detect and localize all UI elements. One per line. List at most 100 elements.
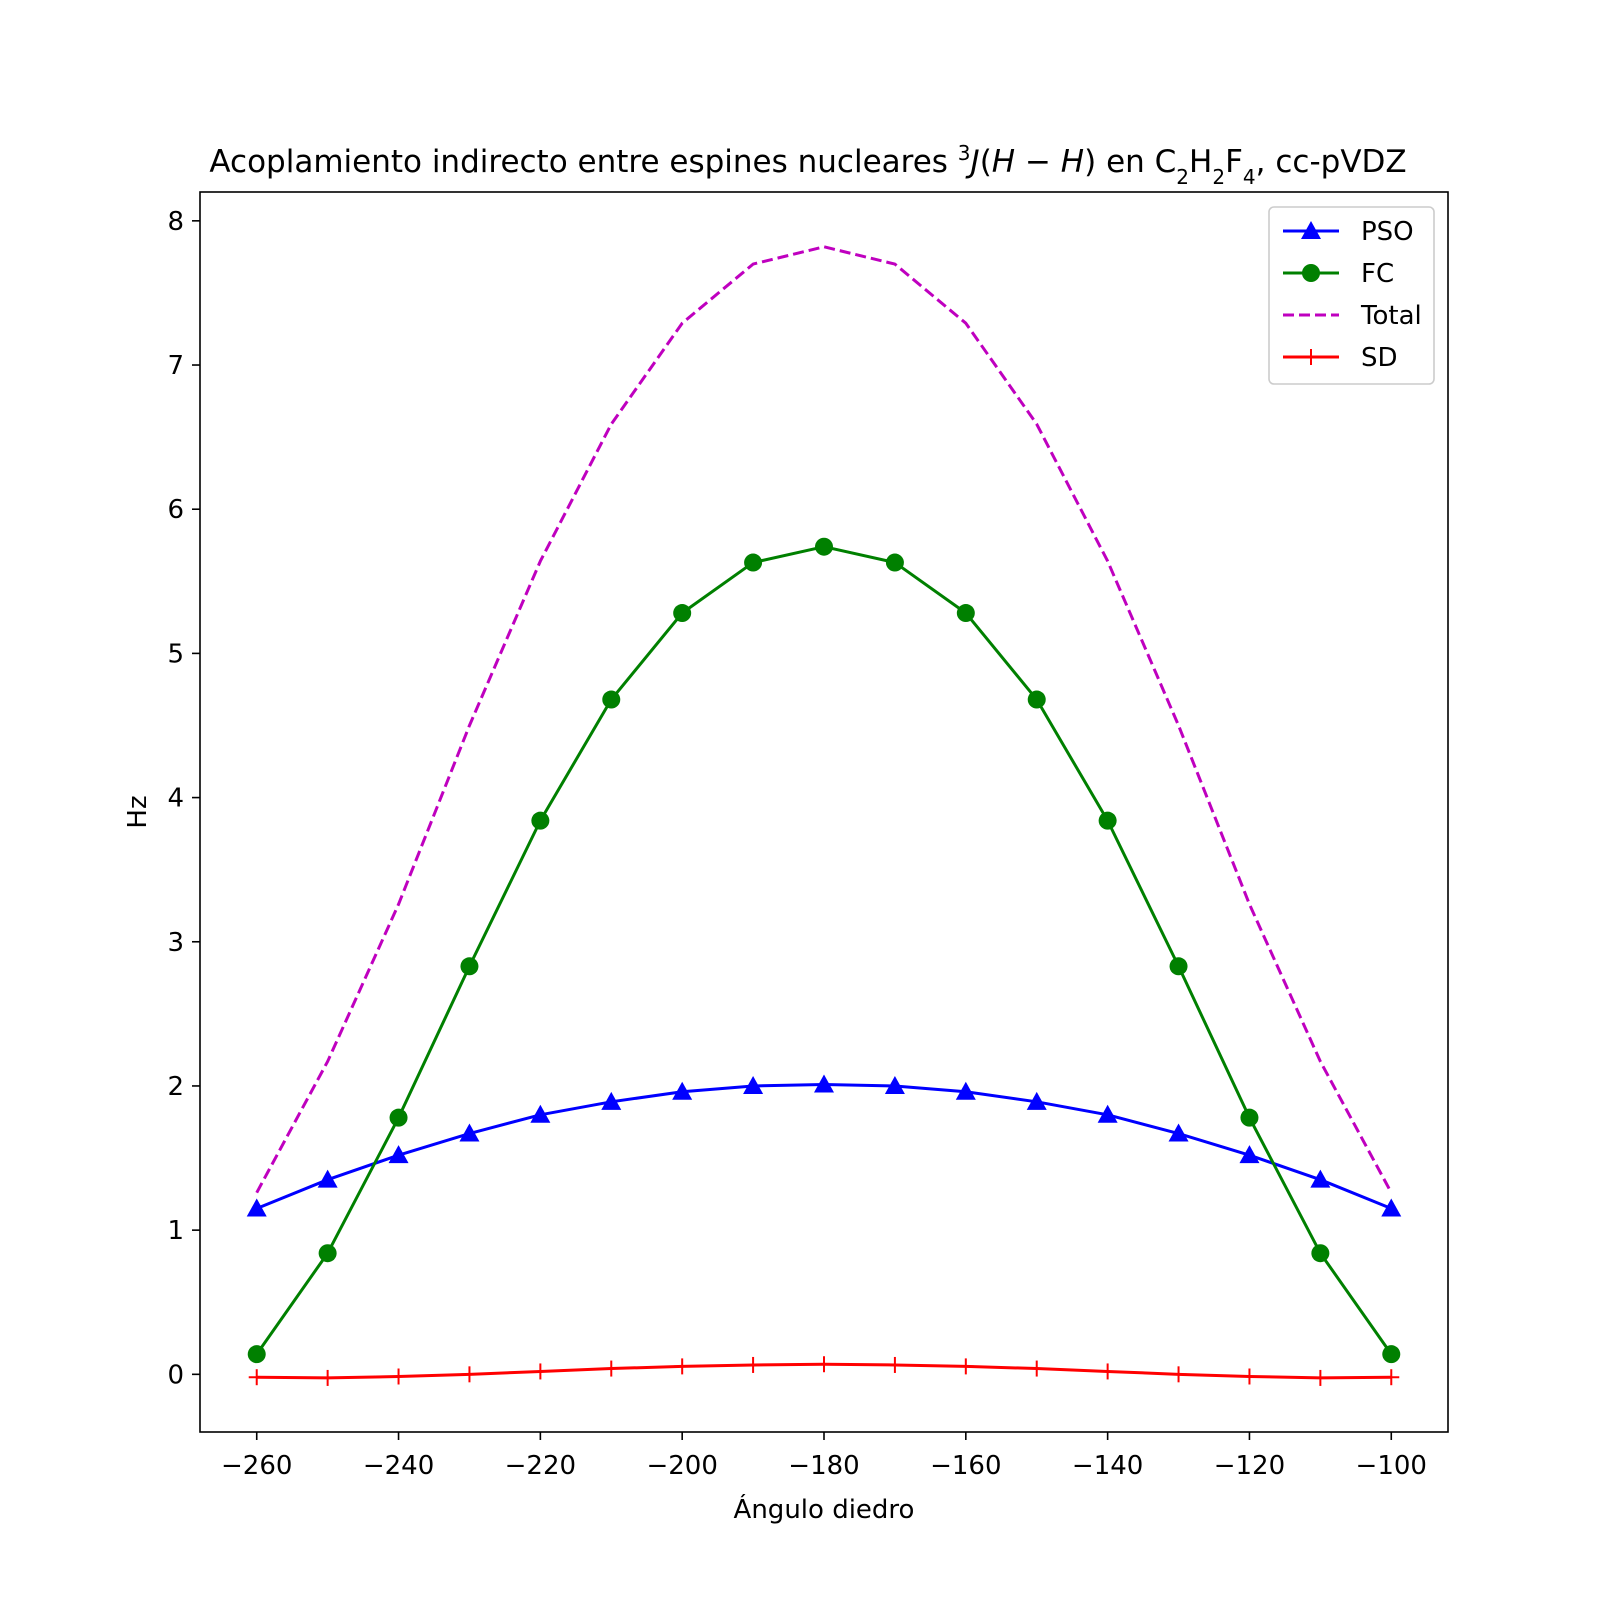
- series-total: [255, 245, 1393, 1194]
- legend-label-total: Total: [1360, 301, 1422, 331]
- title-suffix: , cc-pVDZ: [1256, 144, 1407, 180]
- y-tick-label: 4: [167, 784, 184, 814]
- series-pso: [246, 1074, 1402, 1217]
- point-fc: [1169, 957, 1188, 976]
- point-fc: [247, 1345, 266, 1364]
- point-fc: [956, 604, 975, 623]
- series-sd: [248, 1356, 1400, 1386]
- point-sd: [674, 1358, 691, 1375]
- point-pso: [601, 1091, 622, 1110]
- point-sd: [1099, 1363, 1116, 1380]
- y-tick-label: 6: [167, 495, 184, 525]
- point-sd: [1241, 1368, 1258, 1385]
- point-pso: [388, 1145, 409, 1164]
- point-sd: [390, 1368, 407, 1385]
- point-fc: [1098, 811, 1117, 830]
- title-sub-1: 2: [1176, 165, 1189, 189]
- x-axis: −260 −240 −220 −200 −180 −160 −140 −120 −100: [221, 1432, 1427, 1481]
- title-superscript: 3: [958, 141, 971, 165]
- y-axis: 0 1 2 3 4 5 6 7 8: [167, 207, 200, 1390]
- legend: PSO FC Total SD: [1268, 206, 1435, 385]
- legend-label-fc: FC: [1361, 259, 1394, 289]
- point-sd: [532, 1363, 549, 1380]
- point-sd: [1312, 1369, 1329, 1386]
- title-mid: en C: [1096, 144, 1176, 180]
- x-tick-label: −180: [788, 1451, 859, 1481]
- point-fc: [1027, 690, 1046, 709]
- point-pso: [459, 1123, 480, 1142]
- point-pso: [672, 1081, 693, 1100]
- legend-label-sd: SD: [1361, 343, 1398, 373]
- point-sd: [745, 1356, 762, 1373]
- title-sub-2: 2: [1212, 165, 1225, 189]
- x-axis-label: Ángulo diedro: [734, 1493, 915, 1525]
- point-fc: [815, 537, 833, 556]
- point-sd: [248, 1369, 265, 1386]
- point-pso: [884, 1075, 905, 1094]
- title-prefix: Acoplamiento indirecto entre espines nuc…: [209, 144, 957, 180]
- point-sd: [886, 1356, 903, 1373]
- point-pso: [317, 1169, 338, 1188]
- point-fc: [460, 957, 479, 976]
- legend-item-fc: FC: [1283, 259, 1394, 289]
- x-tick-label: −260: [221, 1451, 292, 1481]
- legend-label-pso: PSO: [1361, 217, 1414, 247]
- point-sd: [957, 1358, 974, 1375]
- y-tick-label: 2: [167, 1072, 184, 1102]
- point-pso: [1239, 1145, 1260, 1164]
- point-sd: [816, 1356, 832, 1373]
- y-tick-label: 7: [167, 351, 184, 381]
- series-line-total: [255, 245, 1393, 1194]
- x-tick-label: −220: [505, 1451, 576, 1481]
- title-hh: H − H: [992, 144, 1084, 180]
- point-pso: [955, 1081, 976, 1100]
- x-tick-label: −240: [363, 1451, 434, 1481]
- y-tick-label: 5: [167, 639, 184, 669]
- title-h: H: [1189, 144, 1212, 180]
- title-paren-open: (: [980, 144, 992, 180]
- legend-marker-pso: [1301, 221, 1321, 239]
- y-tick-label: 0: [167, 1360, 184, 1390]
- point-fc: [744, 553, 763, 572]
- series-layer: [246, 245, 1402, 1386]
- y-tick-label: 8: [167, 207, 184, 237]
- point-sd: [1028, 1360, 1045, 1377]
- point-pso: [743, 1075, 764, 1094]
- legend-marker-sd: [1303, 349, 1319, 365]
- point-pso: [1381, 1198, 1402, 1217]
- point-fc: [1240, 1108, 1259, 1127]
- point-pso: [1310, 1169, 1331, 1188]
- point-fc: [389, 1108, 408, 1127]
- point-fc: [602, 690, 621, 709]
- point-fc: [318, 1244, 337, 1263]
- x-tick-label: −120: [1214, 1451, 1285, 1481]
- point-pso: [246, 1198, 267, 1217]
- point-fc: [1311, 1244, 1330, 1263]
- point-pso: [814, 1074, 834, 1093]
- legend-item-pso: PSO: [1283, 217, 1414, 247]
- x-tick-label: −140: [1072, 1451, 1143, 1481]
- x-tick-label: −160: [930, 1451, 1001, 1481]
- series-fc: [247, 537, 1401, 1364]
- title-paren-close: ): [1084, 144, 1096, 180]
- point-pso: [1097, 1104, 1118, 1123]
- x-tick-label: −200: [646, 1451, 717, 1481]
- y-axis-label: Hz: [123, 795, 153, 828]
- y-tick-label: 3: [167, 928, 184, 958]
- y-tick-label: 1: [167, 1216, 184, 1246]
- point-fc: [1382, 1345, 1401, 1364]
- point-pso: [1168, 1123, 1189, 1142]
- point-sd: [319, 1369, 336, 1386]
- point-pso: [1026, 1091, 1047, 1110]
- chart-title: Acoplamiento indirecto entre espines nuc…: [209, 141, 1406, 189]
- legend-box: [1268, 206, 1435, 385]
- legend-item-sd: SD: [1283, 343, 1398, 373]
- point-fc: [885, 553, 904, 572]
- point-sd: [1170, 1366, 1187, 1383]
- title-f: F: [1225, 144, 1243, 180]
- legend-item-total: Total: [1283, 301, 1422, 331]
- point-pso: [530, 1104, 551, 1123]
- point-sd: [603, 1360, 620, 1377]
- point-sd: [461, 1366, 478, 1383]
